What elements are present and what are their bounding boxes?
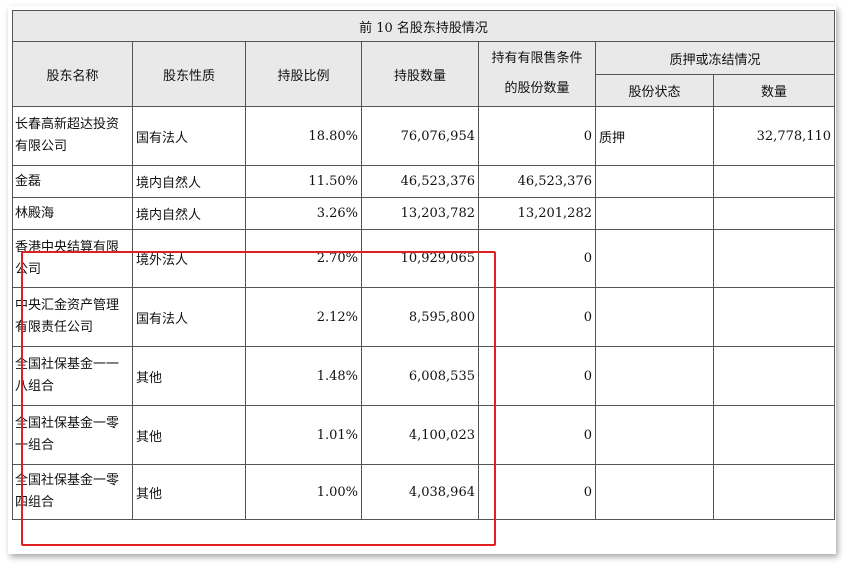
header-pledge-amount: 数量 xyxy=(712,74,836,107)
table-title: 前 10 名股东持股情况 xyxy=(11,10,836,42)
cell-nature: 境外法人 xyxy=(132,229,246,288)
cell-name: 林殿海 xyxy=(12,197,133,230)
cell-name: 金磊 xyxy=(12,165,133,198)
cell-restricted: 0 xyxy=(478,229,596,288)
cell-amount xyxy=(712,165,836,198)
header-restricted: 持有有限售条件 的股份数量 xyxy=(478,41,596,107)
cell-restricted: 0 xyxy=(478,464,596,520)
cell-nature: 其他 xyxy=(132,464,246,520)
cell-quantity: 10,929,065 xyxy=(361,229,479,288)
table-row: 金磊 境内自然人 11.50% 46,523,376 46,523,376 xyxy=(12,165,836,198)
document-page: 前 10 名股东持股情况 股东名称 股东性质 持股比例 持股数量 持有有限售条件… xyxy=(8,6,836,554)
cell-restricted: 0 xyxy=(478,287,596,347)
cell-name: 全国社保基金一零一组合 xyxy=(12,405,133,465)
cell-name: 中央汇金资产管理有限责任公司 xyxy=(12,287,133,347)
shareholder-table: 前 10 名股东持股情况 股东名称 股东性质 持股比例 持股数量 持有有限售条件… xyxy=(11,10,836,520)
cell-nature: 国有法人 xyxy=(132,106,246,166)
table-row: 全国社保基金一零一组合 其他 1.01% 4,100,023 0 xyxy=(12,405,836,465)
cell-status xyxy=(595,165,714,198)
cell-status xyxy=(595,287,714,347)
cell-restricted: 0 xyxy=(478,405,596,465)
cell-quantity: 13,203,782 xyxy=(361,197,479,230)
cell-status xyxy=(595,197,714,230)
cell-quantity: 4,100,023 xyxy=(361,405,479,465)
cell-name: 全国社保基金一零四组合 xyxy=(12,464,133,520)
cell-nature: 其他 xyxy=(132,346,246,406)
cell-ratio: 1.00% xyxy=(245,464,362,520)
cell-status xyxy=(595,229,714,288)
table-row: 长春高新超达投资有限公司 国有法人 18.80% 76,076,954 0 质押… xyxy=(12,106,836,166)
cell-amount xyxy=(712,464,836,520)
cell-amount xyxy=(712,197,836,230)
cell-quantity: 76,076,954 xyxy=(361,106,479,166)
cell-ratio: 2.70% xyxy=(245,229,362,288)
table-row: 全国社保基金一零四组合 其他 1.00% 4,038,964 0 xyxy=(12,464,836,520)
cell-amount: 32,778,110 xyxy=(712,106,836,166)
cell-quantity: 46,523,376 xyxy=(361,165,479,198)
table-row: 中央汇金资产管理有限责任公司 国有法人 2.12% 8,595,800 0 xyxy=(12,287,836,347)
cell-nature: 境内自然人 xyxy=(132,165,246,198)
table-row: 香港中央结算有限公司 境外法人 2.70% 10,929,065 0 xyxy=(12,229,836,288)
cell-quantity: 8,595,800 xyxy=(361,287,479,347)
header-pledge: 质押或冻结情况 xyxy=(594,41,836,75)
header-ratio: 持股比例 xyxy=(245,41,362,107)
cell-status: 质押 xyxy=(595,106,714,166)
cell-quantity: 4,038,964 xyxy=(361,464,479,520)
cell-status xyxy=(595,405,714,465)
cell-ratio: 18.80% xyxy=(245,106,362,166)
cell-name: 全国社保基金一一八组合 xyxy=(12,346,133,406)
cell-restricted: 46,523,376 xyxy=(478,165,596,198)
cell-amount xyxy=(712,287,836,347)
cell-status xyxy=(595,464,714,520)
cell-ratio: 1.01% xyxy=(245,405,362,465)
cell-restricted: 0 xyxy=(478,346,596,406)
cell-amount xyxy=(712,405,836,465)
header-quantity: 持股数量 xyxy=(361,41,479,107)
cell-amount xyxy=(712,229,836,288)
header-restricted-line2: 的股份数量 xyxy=(504,81,570,96)
cell-ratio: 1.48% xyxy=(245,346,362,406)
header-nature: 股东性质 xyxy=(132,41,246,107)
cell-nature: 境内自然人 xyxy=(132,197,246,230)
header-name: 股东名称 xyxy=(12,41,133,107)
cell-ratio: 2.12% xyxy=(245,287,362,347)
cell-quantity: 6,008,535 xyxy=(361,346,479,406)
cell-ratio: 11.50% xyxy=(245,165,362,198)
header-restricted-line1: 持有有限售条件 xyxy=(491,51,583,66)
table-row: 全国社保基金一一八组合 其他 1.48% 6,008,535 0 xyxy=(12,346,836,406)
cell-restricted: 13,201,282 xyxy=(478,197,596,230)
cell-amount xyxy=(712,346,836,406)
cell-nature: 其他 xyxy=(132,405,246,465)
cell-ratio: 3.26% xyxy=(245,197,362,230)
cell-name: 香港中央结算有限公司 xyxy=(12,229,133,288)
table-row: 林殿海 境内自然人 3.26% 13,203,782 13,201,282 xyxy=(12,197,836,230)
cell-name: 长春高新超达投资有限公司 xyxy=(12,106,133,166)
header-pledge-status: 股份状态 xyxy=(595,74,714,107)
cell-status xyxy=(595,346,714,406)
cell-nature: 国有法人 xyxy=(132,287,246,347)
cell-restricted: 0 xyxy=(478,106,596,166)
